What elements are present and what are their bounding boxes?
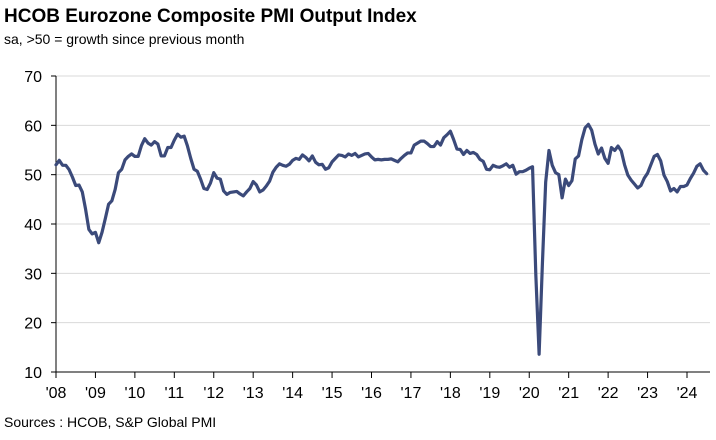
y-tick-label-70: 70 — [24, 69, 42, 86]
series — [54, 122, 709, 356]
x-tick-label-0: '08 — [46, 385, 67, 402]
x-tick-label-10: '18 — [440, 385, 461, 402]
x-tick-label-11: '19 — [479, 385, 500, 402]
x-tick-label-9: '17 — [401, 385, 422, 402]
gridlines — [56, 75, 710, 324]
y-tick-label-40: 40 — [24, 217, 42, 234]
y-tick-label-60: 60 — [24, 118, 42, 135]
x-tick-label-13: '21 — [558, 385, 579, 402]
x-tick-label-14: '22 — [598, 385, 619, 402]
x-tick-label-16: '24 — [677, 385, 698, 402]
y-axis-ticks: 10 20 30 40 50 60 70 — [24, 69, 42, 382]
x-tick-label-2: '10 — [124, 385, 145, 402]
x-tick-label-7: '15 — [322, 385, 343, 402]
x-tick-label-5: '13 — [243, 385, 264, 402]
chart-title: HCOB Eurozone Composite PMI Output Index — [4, 6, 417, 27]
chart-subtitle: sa, >50 = growth since previous month — [4, 31, 245, 47]
y-tick-label-20: 20 — [24, 316, 42, 333]
x-axis-ticks: '08 '09 '10 '11 '12 '13 '14 '15 '16 '17 '18 '19 '20 '… — [46, 385, 698, 402]
x-tick-label-4: '12 — [203, 385, 224, 402]
x-tick-label-15: '23 — [637, 385, 658, 402]
x-tick-label-1: '09 — [85, 385, 106, 402]
x-tick-label-3: '11 — [164, 385, 184, 402]
x-tick-label-12: '20 — [519, 385, 540, 402]
chart-source-note: Sources : HCOB, S&P Global PMI — [4, 414, 217, 430]
x-tick-label-8: '16 — [361, 385, 382, 402]
y-tick-label-50: 50 — [24, 168, 42, 185]
series-line-0 — [54, 122, 709, 356]
y-tick-label-30: 30 — [24, 266, 42, 283]
axes — [51, 75, 710, 378]
x-tick-label-6: '14 — [282, 385, 303, 402]
y-tick-label-10: 10 — [24, 365, 42, 382]
